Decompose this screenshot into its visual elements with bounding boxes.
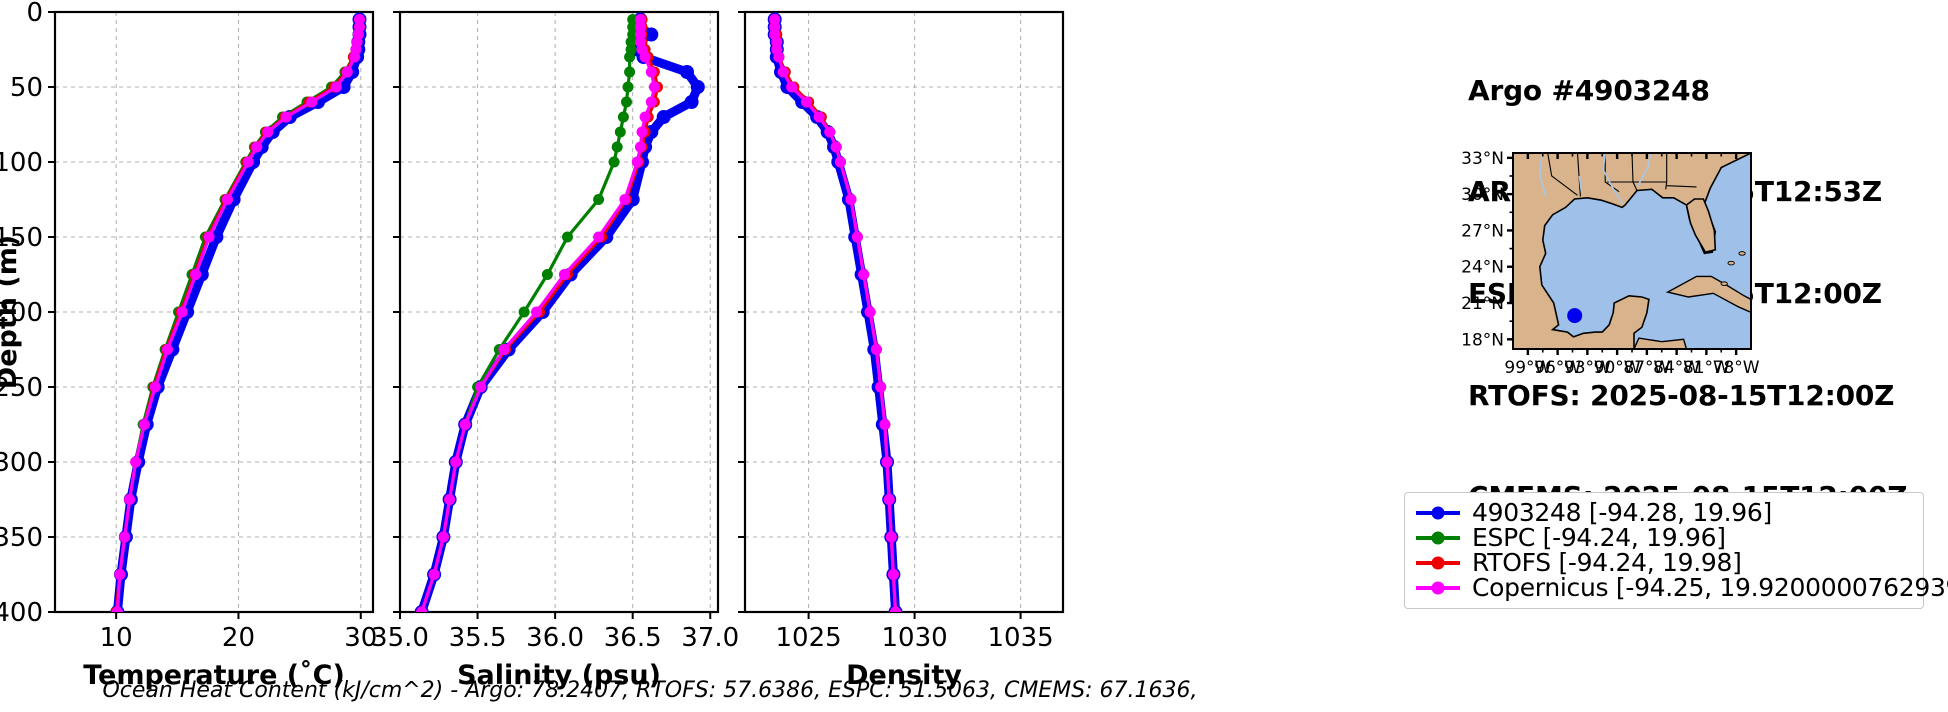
legend-item-espc: ESPC [-94.24, 19.96] — [1415, 523, 1913, 552]
svg-text:Density: Density — [846, 660, 962, 691]
legend-item-rtofs: RTOFS [-94.24, 19.98] — [1415, 548, 1913, 577]
svg-text:33°N: 33°N — [1461, 149, 1504, 169]
legend-item-copernicus: Copernicus [-94.25, 19.920000076293945] — [1415, 573, 1948, 602]
legend-label-rtofs: RTOFS [-94.24, 19.98] — [1472, 548, 1742, 577]
density-profile-panel: 1025 1030 1035 Density — [690, 0, 1065, 712]
svg-text:78°W: 78°W — [1713, 358, 1760, 378]
location-map: 33°N 30°N 27°N 24°N 21°N 18°N 99°W 96°W 93°W 90°W… — [1455, 145, 1760, 378]
legend-label-copernicus: Copernicus [-94.25, 19.920000076293945] — [1472, 573, 1948, 602]
svg-text:90°W: 90°W — [1594, 358, 1641, 378]
svg-text:Depth (m): Depth (m) — [0, 235, 23, 389]
series-legend: 4903248 [-94.28, 19.96] ESPC [-94.24, 19… — [1404, 492, 1948, 609]
svg-text:1025: 1025 — [776, 623, 842, 653]
svg-text:400: 400 — [0, 598, 43, 628]
svg-text:21°N: 21°N — [1461, 294, 1504, 314]
svg-text:200: 200 — [0, 298, 43, 328]
svg-text:250: 250 — [0, 373, 43, 403]
svg-text:300: 300 — [0, 448, 43, 478]
svg-text:96°W: 96°W — [1534, 358, 1581, 378]
svg-text:93°W: 93°W — [1564, 358, 1611, 378]
svg-text:Salinity (psu): Salinity (psu) — [457, 660, 661, 691]
svg-text:27°N: 27°N — [1461, 221, 1504, 241]
svg-text:150: 150 — [0, 223, 43, 253]
temperature-profile-panel: 0 50 100 150 200 250 300 350 400 10 20 30 Temperatur… — [0, 0, 377, 712]
legend-label-argo: 4903248 [-94.28, 19.96] — [1472, 498, 1772, 527]
svg-text:37.0: 37.0 — [681, 623, 739, 653]
legend-label-espc: ESPC [-94.24, 19.96] — [1472, 523, 1726, 552]
svg-text:30°N: 30°N — [1461, 185, 1504, 205]
svg-text:0: 0 — [26, 0, 43, 28]
svg-text:1030: 1030 — [882, 623, 948, 653]
svg-text:30: 30 — [344, 623, 377, 653]
rtofs-time-line: RTOFS: 2025-08-15T12:00Z — [1468, 378, 1895, 412]
salinity-profile-panel: 35.0 35.5 36.0 36.5 37.0 Salinity (psu) — [345, 0, 739, 712]
svg-text:35.5: 35.5 — [449, 623, 507, 653]
legend-swatch-rtofs — [1416, 556, 1460, 569]
svg-text:20: 20 — [222, 623, 255, 653]
svg-text:50: 50 — [10, 73, 43, 103]
svg-text:350: 350 — [0, 523, 43, 553]
legend-swatch-espc — [1416, 531, 1460, 544]
svg-text:36.0: 36.0 — [526, 623, 584, 653]
svg-text:84°W: 84°W — [1653, 358, 1700, 378]
legend-item-argo: 4903248 [-94.28, 19.96] — [1415, 498, 1913, 527]
svg-text:36.5: 36.5 — [604, 623, 662, 653]
svg-text:Temperature (˚C): Temperature (˚C) — [83, 660, 345, 691]
argo-id-line: Argo #4903248 — [1468, 73, 1710, 107]
svg-text:100: 100 — [0, 148, 43, 178]
svg-text:87°W: 87°W — [1623, 358, 1670, 378]
svg-text:24°N: 24°N — [1461, 258, 1504, 278]
legend-swatch-copernicus — [1416, 581, 1460, 594]
svg-text:10: 10 — [100, 623, 133, 653]
svg-text:81°W: 81°W — [1683, 358, 1730, 378]
legend-swatch-argo — [1416, 506, 1460, 519]
svg-text:99°W: 99°W — [1504, 358, 1551, 378]
svg-text:18°N: 18°N — [1461, 330, 1504, 350]
ocean-heat-content-caption: Ocean Heat Content (kJ/cm^2) - Argo: 78.… — [102, 678, 1198, 703]
svg-text:35.0: 35.0 — [371, 623, 429, 653]
svg-text:1035: 1035 — [988, 623, 1054, 653]
